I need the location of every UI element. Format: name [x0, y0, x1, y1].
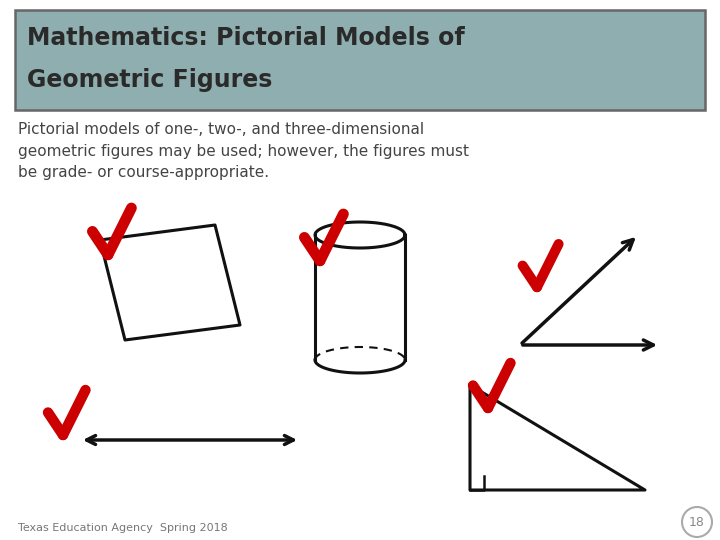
Text: Texas Education Agency  Spring 2018: Texas Education Agency Spring 2018 — [18, 523, 228, 533]
Text: 18: 18 — [689, 516, 705, 529]
Text: Mathematics: Pictorial Models of: Mathematics: Pictorial Models of — [27, 26, 464, 50]
Circle shape — [682, 507, 712, 537]
Text: Pictorial models of one-, two-, and three-dimensional
geometric figures may be u: Pictorial models of one-, two-, and thre… — [18, 122, 469, 180]
Text: Geometric Figures: Geometric Figures — [27, 68, 272, 92]
FancyBboxPatch shape — [15, 10, 705, 110]
